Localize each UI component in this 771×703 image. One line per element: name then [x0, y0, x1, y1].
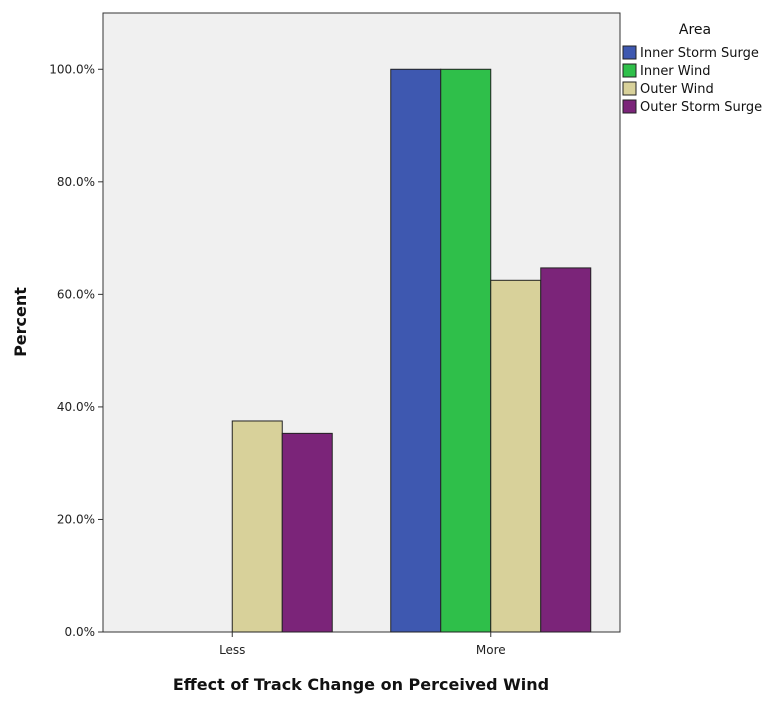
legend-title: Area [679, 22, 711, 38]
legend-label: Inner Storm Surge [640, 46, 759, 61]
bar-more-inner-storm-surge [390, 68, 442, 633]
x-axis: Less More [219, 632, 506, 657]
bar-less-outer-wind [231, 420, 283, 633]
bar-more-inner-wind [440, 68, 492, 633]
x-tick-label: Less [219, 643, 245, 657]
legend-swatch [622, 81, 637, 96]
bar-less-outer-storm-surge [281, 432, 333, 633]
y-tick-label: 60.0% [57, 287, 95, 301]
x-axis-title: Effect of Track Change on Perceived Wind [173, 675, 549, 694]
bar-more-outer-wind [490, 279, 542, 633]
y-axis-title: Percent [11, 287, 30, 357]
legend-label: Inner Wind [640, 64, 710, 79]
legend-swatch [622, 63, 637, 78]
legend-swatch [622, 45, 637, 60]
bar-more-outer-storm-surge [540, 267, 592, 633]
y-tick-label: 40.0% [57, 400, 95, 414]
x-tick-label: More [476, 643, 506, 657]
legend-label: Outer Wind [640, 82, 714, 97]
y-axis: 0.0% 20.0% 40.0% 60.0% 80.0% 100.0% [49, 62, 103, 639]
y-tick-label: 100.0% [49, 62, 95, 76]
legend-label: Outer Storm Surge [640, 100, 762, 115]
y-tick-label: 20.0% [57, 512, 95, 526]
y-tick-label: 0.0% [65, 625, 96, 639]
y-tick-label: 80.0% [57, 175, 95, 189]
legend: Inner Storm Surge Inner Wind Outer Wind Out… [622, 45, 762, 115]
legend-swatch [622, 99, 637, 114]
bars-layer [231, 68, 592, 633]
